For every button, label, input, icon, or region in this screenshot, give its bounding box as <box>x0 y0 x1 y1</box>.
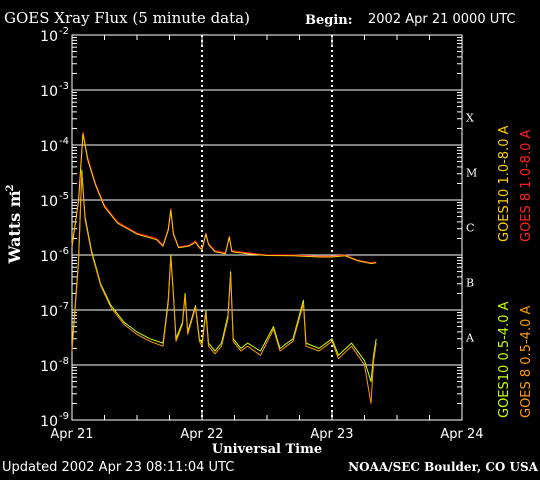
legend-entry: GOES 8 1.0-8.0 A <box>519 130 534 242</box>
series-line <box>71 133 377 264</box>
flare-class-label: B <box>466 277 474 290</box>
y-tick-label: 10 <box>40 414 58 430</box>
y-tick-exponent: -2 <box>59 26 69 37</box>
y-tick-exponent: -9 <box>59 411 69 422</box>
y-tick-label: 10 <box>40 359 58 375</box>
y-tick-label: 10 <box>40 194 58 210</box>
y-tick-exponent: -4 <box>59 136 69 147</box>
legend-entry: GOES 8 0.5-4.0 A <box>519 306 534 418</box>
flare-class-label: X <box>466 112 474 125</box>
y-tick-label: 10 <box>40 304 58 320</box>
series-line <box>71 131 377 264</box>
begin-value: 2002 Apr 21 0000 UTC <box>368 12 516 27</box>
flare-class-label: A <box>465 332 475 345</box>
x-tick-label: Apr 21 <box>50 427 93 442</box>
flare-class-label: M <box>466 167 477 180</box>
plot-frame <box>71 34 463 421</box>
y-tick-label: 10 <box>40 139 58 155</box>
x-axis-label: Universal Time <box>212 442 322 457</box>
y-tick-exponent: -3 <box>59 81 69 92</box>
legend-entry: GOES10 1.0-8.0 A <box>497 125 512 242</box>
y-tick-exponent: -5 <box>59 191 69 202</box>
y-tick-exponent: -7 <box>59 301 69 312</box>
y-tick-label: 10 <box>40 29 58 45</box>
y-axis-label: Watts m <box>5 190 24 264</box>
x-tick-label: Apr 24 <box>440 427 483 442</box>
y-tick-exponent: -8 <box>59 356 69 367</box>
x-tick-label: Apr 22 <box>180 427 223 442</box>
x-tick-label: Apr 23 <box>310 427 353 442</box>
y-axis-label-exponent: -2 <box>5 184 16 195</box>
legend-entry: GOES10 0.5-4.0 A <box>497 301 512 418</box>
y-tick-label: 10 <box>40 84 58 100</box>
chart-title: GOES Xray Flux (5 minute data) <box>4 9 250 27</box>
series-line <box>71 169 377 383</box>
begin-label: Begin: <box>305 13 353 28</box>
series-line <box>71 173 377 404</box>
updated-timestamp: Updated 2002 Apr 23 08:11:04 UTC <box>2 460 235 475</box>
y-axis-label-group: Watts m-2 <box>5 184 24 264</box>
y-tick-label: 10 <box>40 249 58 265</box>
credit-text: NOAA/SEC Boulder, CO USA <box>348 460 538 474</box>
flare-class-label: C <box>466 222 474 235</box>
y-tick-exponent: -6 <box>59 246 69 257</box>
